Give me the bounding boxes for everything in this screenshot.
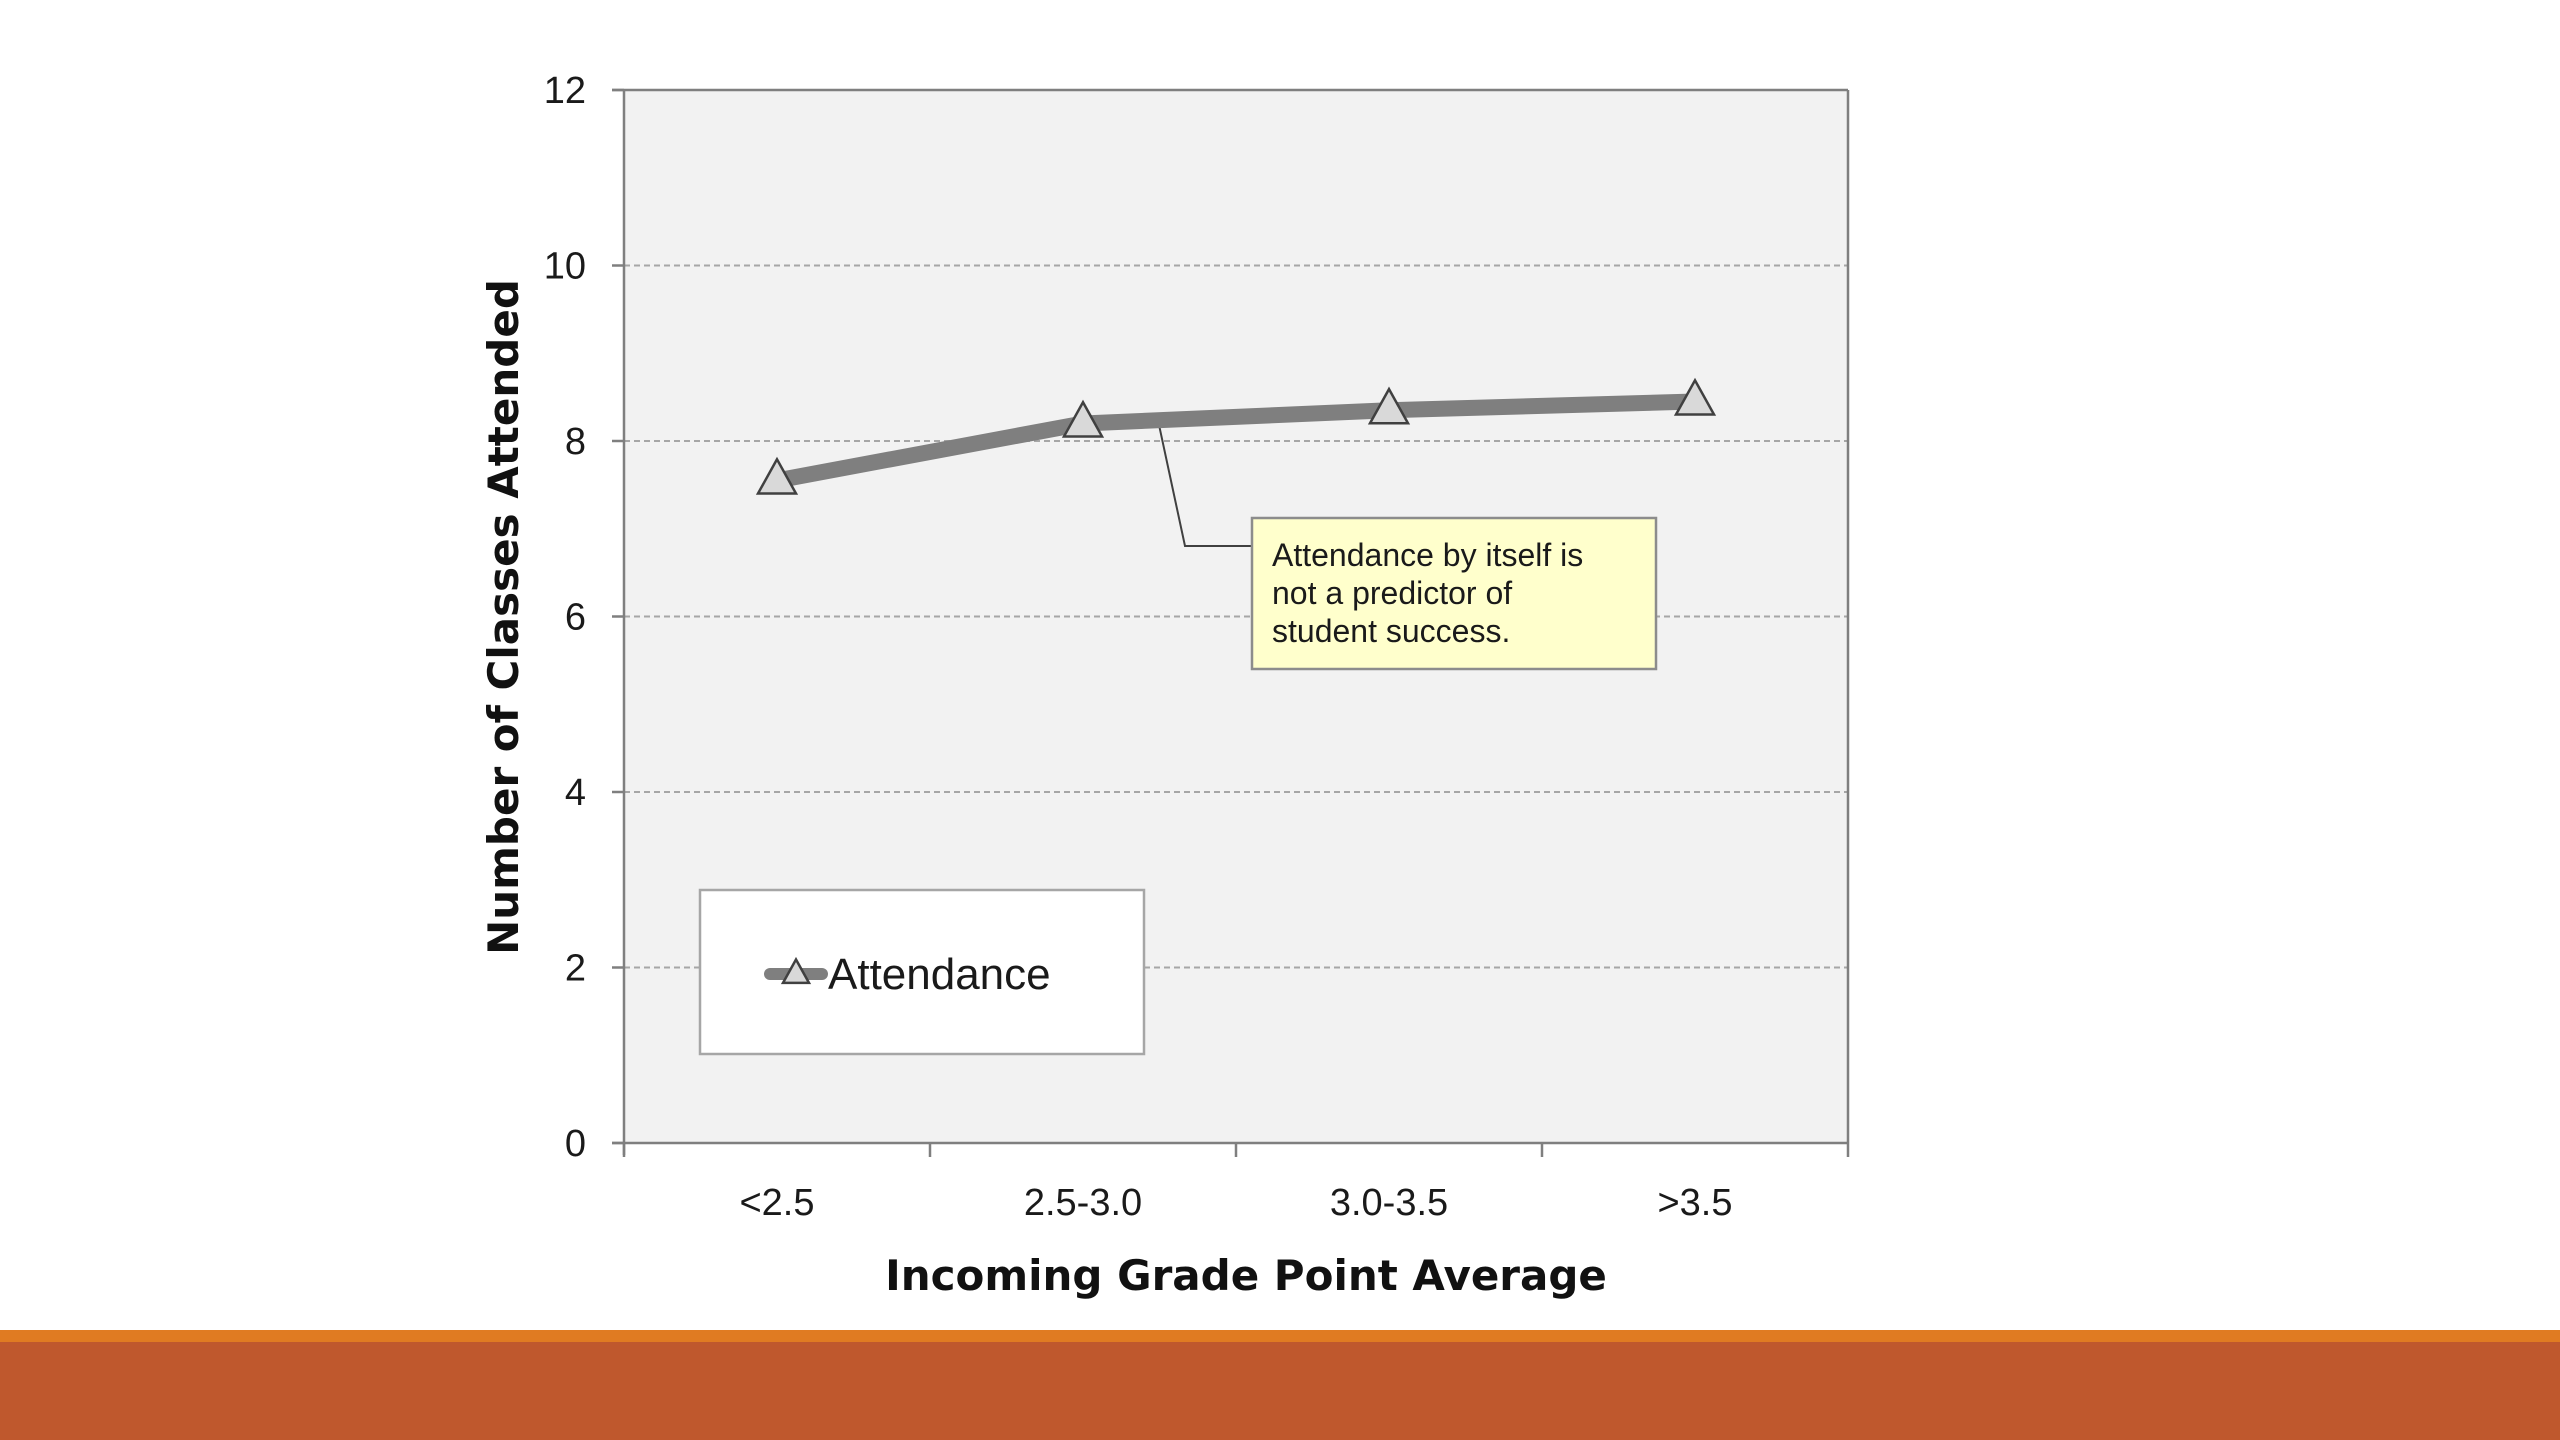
x-axis-title: Incoming Grade Point Average — [885, 1251, 1607, 1300]
series-attendance — [755, 377, 1717, 495]
y-tick-label: 2 — [565, 948, 586, 990]
callout-text-line: student success. — [1272, 613, 1510, 649]
y-axis-title: Number of Classes Attended — [479, 279, 528, 955]
x-tick-label: 3.0-3.5 — [1330, 1182, 1448, 1224]
y-tick-label: 0 — [565, 1123, 586, 1165]
x-tick-label: >3.5 — [1657, 1182, 1732, 1224]
legend-label: Attendance — [828, 950, 1051, 999]
y-tick-label: 8 — [565, 421, 586, 463]
x-tick-label: <2.5 — [739, 1182, 814, 1224]
footer-accent-stripe — [0, 1330, 2560, 1342]
y-tick-label: 12 — [544, 70, 586, 112]
callout-box — [1250, 516, 1658, 671]
callout-text-line: Attendance by itself is — [1272, 537, 1583, 573]
x-tick-labels: <2.5 2.5-3.0 3.0-3.5 >3.5 — [739, 1182, 1732, 1224]
callout-text-line: not a predictor of — [1272, 575, 1512, 611]
data-point-marker — [1061, 399, 1105, 438]
series-line-attendance — [769, 393, 1703, 489]
footer-bar — [0, 1342, 2560, 1440]
data-point-marker — [1673, 377, 1717, 416]
data-point-marker — [755, 456, 799, 495]
axes — [612, 88, 1850, 1157]
legend: Attendance — [698, 888, 1146, 1056]
y-tick-label: 4 — [565, 772, 586, 814]
x-tick-label: 2.5-3.0 — [1024, 1182, 1142, 1224]
y-tick-label: 10 — [544, 246, 586, 288]
y-tick-labels: 0 2 4 6 8 10 12 — [544, 70, 586, 1165]
legend-marker — [780, 956, 812, 985]
callout-leader-line — [1157, 420, 1252, 547]
data-point-marker — [1367, 386, 1411, 425]
y-tick-label: 6 — [565, 597, 586, 639]
